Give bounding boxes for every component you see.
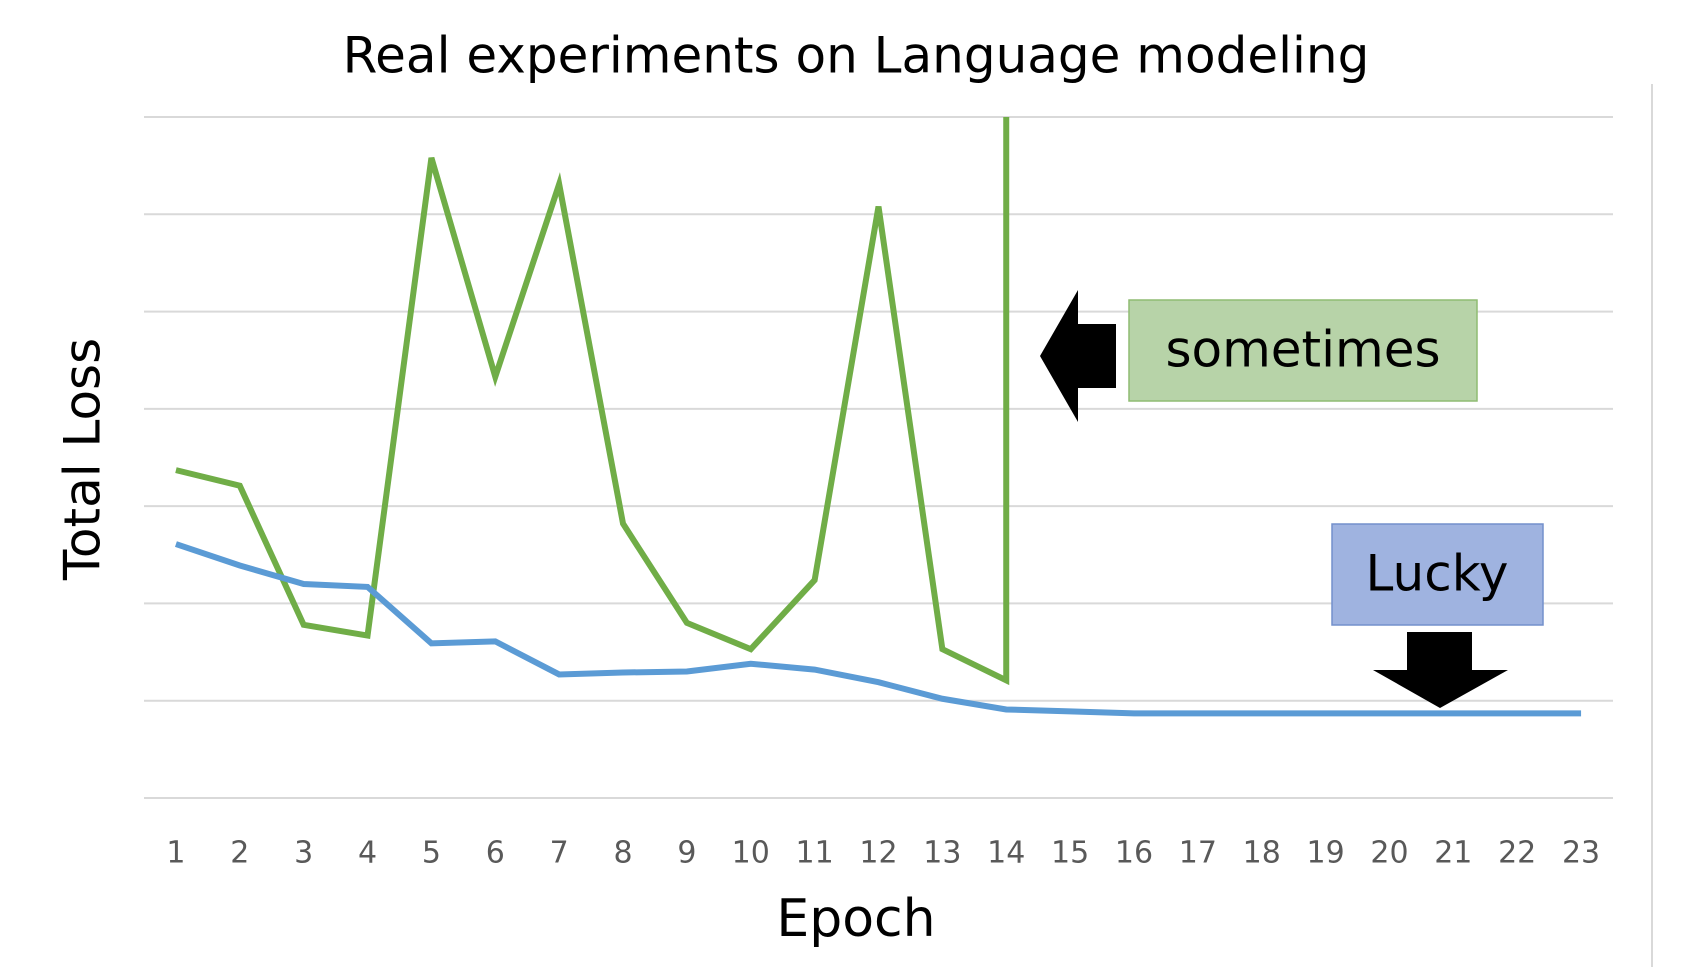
x-tick-label: 17: [1179, 836, 1217, 871]
x-tick-label: 14: [987, 836, 1025, 871]
x-tick-label: 9: [677, 836, 696, 871]
x-tick-label: 4: [358, 836, 377, 871]
x-tick-label: 22: [1498, 836, 1536, 871]
series-line: [175, 117, 1010, 686]
annotation: Lucky: [1366, 545, 1509, 603]
x-tick-label: 2: [230, 836, 249, 871]
x-tick-label: 7: [550, 836, 569, 871]
x-tick-label: 23: [1562, 836, 1600, 871]
x-tick-label: 3: [294, 836, 313, 871]
arrow-left: [1040, 290, 1116, 422]
sometimes-box: [1128, 299, 1478, 402]
x-axis-label: Epoch: [776, 889, 935, 949]
x-tick-label: 1: [166, 836, 185, 871]
x-tick-label: 8: [613, 836, 632, 871]
x-tick-label: 6: [486, 836, 505, 871]
x-tick-label: 5: [422, 836, 441, 871]
lines: [174, 117, 1582, 717]
x-tick-label: 18: [1243, 836, 1281, 871]
x-tick-label: 10: [732, 836, 770, 871]
x-tick-label: 11: [796, 836, 834, 871]
x-tick-label: 12: [859, 836, 897, 871]
x-tick-label: 20: [1370, 836, 1408, 871]
arrow-down: [1373, 632, 1508, 708]
x-tick-label: 16: [1115, 836, 1153, 871]
x-tick-label: 15: [1051, 836, 1089, 871]
chart-title: Real experiments on Language modeling: [343, 27, 1370, 85]
annotation: sometimes: [1165, 321, 1440, 379]
series-line: [174, 541, 1582, 717]
x-tick-label: 21: [1434, 836, 1472, 871]
lucky-box: [1331, 523, 1544, 626]
y-axis-label: Total Loss: [54, 338, 112, 581]
x-tick-label: 13: [923, 836, 961, 871]
x-tick-label: 19: [1306, 836, 1344, 871]
